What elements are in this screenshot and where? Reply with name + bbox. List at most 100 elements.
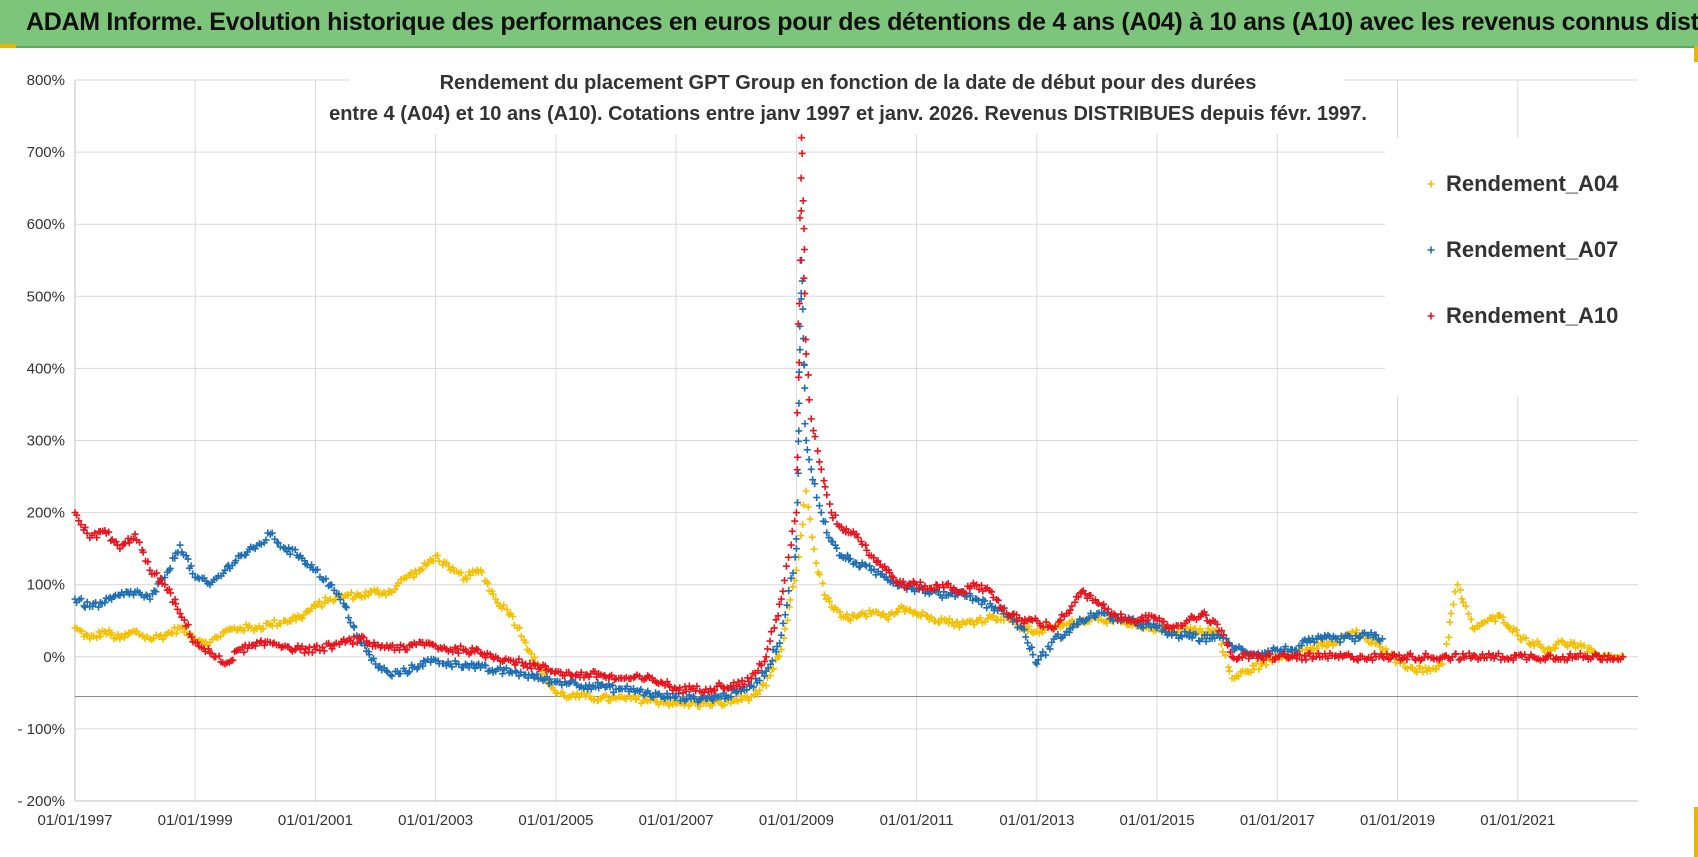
data-point (448, 663, 456, 671)
data-point (711, 686, 719, 694)
y-tick-label: 0% (43, 649, 65, 666)
data-point (1576, 649, 1584, 657)
data-point (794, 320, 802, 328)
data-point (866, 607, 874, 615)
data-point (332, 639, 340, 647)
data-point (781, 576, 789, 584)
data-point (625, 687, 633, 695)
data-point (792, 509, 800, 517)
data-point (975, 596, 983, 604)
data-point (1060, 612, 1068, 620)
data-point (637, 685, 645, 693)
data-point (83, 529, 91, 537)
data-point (336, 596, 344, 604)
data-point (291, 646, 299, 654)
data-point (1165, 625, 1173, 633)
data-point (846, 555, 854, 563)
data-point (862, 541, 870, 549)
data-point (1572, 644, 1580, 652)
data-point (298, 643, 306, 651)
data-point (1220, 631, 1228, 639)
data-point (571, 671, 579, 679)
data-point (815, 502, 823, 510)
data-point (774, 653, 782, 661)
data-point (444, 658, 452, 666)
data-point (1196, 625, 1204, 633)
data-point (1455, 656, 1463, 664)
data-point (823, 529, 831, 537)
data-point (700, 693, 708, 701)
data-point (768, 657, 776, 665)
data-point (565, 668, 573, 676)
data-point (1069, 623, 1077, 631)
data-point (745, 697, 753, 705)
chart-title: Rendement du placement GPT Group en fonc… (329, 60, 1367, 134)
data-point (1376, 637, 1384, 645)
data-point (1587, 655, 1595, 663)
data-point (1262, 661, 1270, 669)
data-point (274, 539, 282, 547)
data-point (800, 225, 808, 233)
data-point (1316, 653, 1324, 661)
data-point (851, 530, 859, 538)
data-point (819, 579, 827, 587)
data-point (779, 587, 787, 595)
data-point (285, 544, 293, 552)
data-point (825, 594, 833, 602)
corner-accent-top-left (0, 44, 16, 48)
data-point (502, 664, 510, 672)
data-point (1351, 637, 1359, 645)
data-point (1054, 630, 1062, 638)
data-point (400, 642, 408, 650)
data-point (249, 641, 257, 649)
data-point (685, 702, 693, 710)
legend-label-a10: Rendement_A10 (1446, 303, 1618, 328)
data-point (1114, 615, 1122, 623)
data-point (926, 584, 934, 592)
data-point (434, 551, 442, 559)
data-point (467, 649, 475, 657)
data-point (770, 624, 778, 632)
data-point (1485, 650, 1493, 658)
data-point (1546, 651, 1554, 659)
data-point (153, 569, 161, 577)
data-point (861, 561, 869, 569)
data-point (858, 540, 866, 548)
data-point (369, 642, 377, 650)
data-point (1140, 617, 1147, 625)
data-point (878, 611, 886, 619)
data-point (315, 597, 323, 605)
data-point (807, 415, 815, 423)
data-point (308, 561, 316, 569)
y-tick-label: - 200% (17, 793, 65, 810)
data-point (870, 565, 878, 573)
data-point (1061, 631, 1069, 639)
data-point (1292, 647, 1300, 655)
data-point (1355, 634, 1363, 642)
data-point (1046, 645, 1054, 653)
data-point (1452, 650, 1460, 658)
data-point (1454, 581, 1462, 589)
data-point (1570, 639, 1578, 647)
data-point (793, 409, 801, 417)
data-point (1522, 634, 1530, 642)
data-point (580, 684, 588, 692)
data-point (754, 667, 762, 675)
data-point (777, 646, 785, 654)
data-point (172, 600, 180, 608)
data-point (120, 633, 128, 641)
data-point (782, 562, 790, 570)
data-point (609, 681, 617, 689)
y-tick-label: 300% (27, 433, 65, 450)
data-point (811, 433, 819, 441)
data-point (801, 420, 809, 428)
data-point (691, 695, 699, 703)
data-point (1037, 652, 1045, 660)
data-point (1245, 655, 1253, 663)
data-point (1387, 655, 1395, 663)
data-point (831, 511, 839, 519)
data-point (108, 629, 116, 637)
data-point (307, 604, 315, 612)
data-point (1457, 655, 1465, 663)
data-point (77, 521, 85, 529)
